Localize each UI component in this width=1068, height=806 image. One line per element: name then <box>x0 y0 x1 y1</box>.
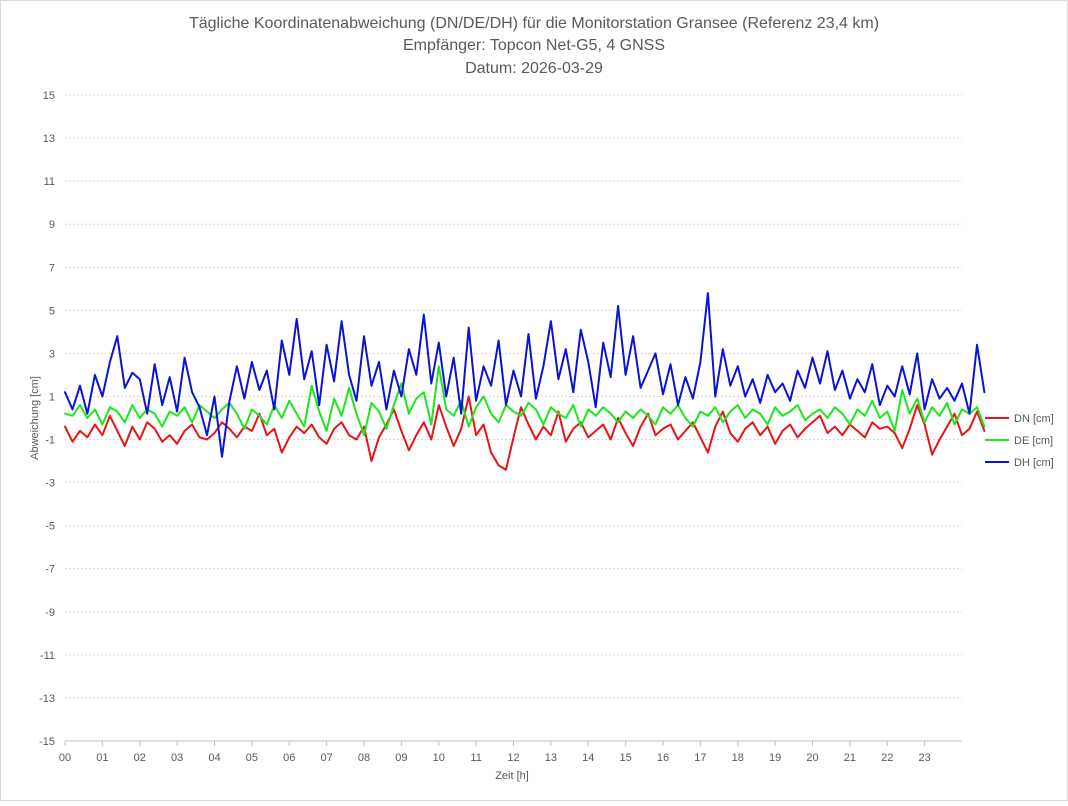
y-tick-label: -5 <box>45 521 55 533</box>
x-tick-label: 01 <box>96 752 108 764</box>
y-tick-label: 1 <box>49 391 55 403</box>
y-tick-label: -11 <box>40 650 55 662</box>
x-tick-label: 21 <box>844 752 856 764</box>
chart-title-line-1: Tägliche Koordinatenabweichung (DN/DE/DH… <box>189 15 879 32</box>
x-tick-label: 10 <box>433 752 445 764</box>
x-tick-label: 19 <box>769 752 781 764</box>
x-axis <box>64 740 962 746</box>
x-tick-label: 23 <box>919 752 931 764</box>
legend-label-dh: DH [cm] <box>1014 457 1054 469</box>
y-tick-label: -1 <box>45 435 55 447</box>
x-tick-label: 18 <box>732 752 744 764</box>
x-tick-label: 12 <box>507 752 519 764</box>
x-axis-label: Zeit [h] <box>495 770 529 782</box>
y-tick-label: -15 <box>39 736 55 748</box>
y-tick-label: 5 <box>49 305 55 317</box>
x-tick-label: 13 <box>545 752 557 764</box>
x-tick-label: 14 <box>582 752 594 764</box>
y-axis-tick-labels: 15 13 11 9 7 5 3 1 -1 -3 -5 -7 -9 -11 -13 -15 <box>39 90 55 748</box>
y-tick-label: 15 <box>43 90 55 102</box>
x-tick-label: 07 <box>321 752 333 764</box>
y-tick-label: -13 <box>39 693 55 705</box>
series-lines <box>64 292 986 471</box>
x-tick-label: 22 <box>881 752 893 764</box>
x-tick-label: 09 <box>395 752 407 764</box>
chart-title-line-2: Empfänger: Topcon Net-G5, 4 GNSS <box>403 37 665 54</box>
y-tick-label: 3 <box>49 348 55 360</box>
x-tick-label: 05 <box>246 752 258 764</box>
y-axis-label: Abweichung [cm] <box>29 376 41 460</box>
x-tick-label: 15 <box>620 752 632 764</box>
x-tick-label: 06 <box>283 752 295 764</box>
y-tick-label: 7 <box>49 262 55 274</box>
y-tick-label: -3 <box>45 478 55 490</box>
x-tick-label: 03 <box>171 752 183 764</box>
grid-lines <box>65 94 962 699</box>
series-line-de <box>64 365 986 437</box>
legend: DN [cm] DE [cm] DH [cm] <box>985 413 1054 469</box>
y-tick-label: 9 <box>49 219 55 231</box>
chart-title: Tägliche Koordinatenabweichung (DN/DE/DH… <box>189 15 879 77</box>
x-tick-label: 04 <box>208 752 220 764</box>
legend-label-de: DE [cm] <box>1014 435 1053 447</box>
x-tick-label: 00 <box>59 752 71 764</box>
x-tick-label: 02 <box>134 752 146 764</box>
y-tick-label: 13 <box>43 133 55 145</box>
x-tick-label: 20 <box>806 752 818 764</box>
x-tick-label: 11 <box>470 752 481 764</box>
y-tick-label: 11 <box>44 176 55 188</box>
x-tick-label: 17 <box>694 752 706 764</box>
chart-title-line-3: Datum: 2026-03-29 <box>465 60 603 77</box>
x-axis-tick-labels: 00 01 02 03 04 05 06 07 08 09 10 11 12 13 14 15 16 17 18 19… <box>59 752 931 764</box>
y-tick-label: -9 <box>45 607 55 619</box>
series-line-dh <box>64 292 986 458</box>
y-tick-label: -7 <box>45 564 55 576</box>
legend-label-dn: DN [cm] <box>1014 413 1054 425</box>
x-tick-label: 16 <box>657 752 669 764</box>
x-tick-label: 08 <box>358 752 370 764</box>
